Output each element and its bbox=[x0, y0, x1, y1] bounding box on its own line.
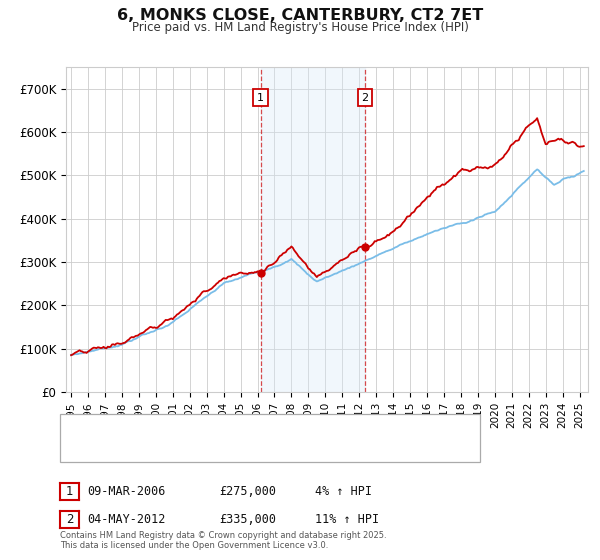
Text: £335,000: £335,000 bbox=[219, 513, 276, 526]
Text: 4% ↑ HPI: 4% ↑ HPI bbox=[315, 485, 372, 498]
Text: 6, MONKS CLOSE, CANTERBURY, CT2 7ET (detached house): 6, MONKS CLOSE, CANTERBURY, CT2 7ET (det… bbox=[99, 423, 409, 433]
Bar bbox=[261, 67, 365, 392]
Text: 2: 2 bbox=[66, 513, 73, 526]
Text: Contains HM Land Registry data © Crown copyright and database right 2025.
This d: Contains HM Land Registry data © Crown c… bbox=[60, 530, 386, 550]
Text: 1: 1 bbox=[257, 92, 264, 102]
Text: 11% ↑ HPI: 11% ↑ HPI bbox=[315, 513, 379, 526]
Text: 04-MAY-2012: 04-MAY-2012 bbox=[87, 513, 166, 526]
Text: 09-MAR-2006: 09-MAR-2006 bbox=[87, 485, 166, 498]
Text: HPI: Average price, detached house, Canterbury: HPI: Average price, detached house, Cant… bbox=[99, 445, 351, 455]
Text: 1: 1 bbox=[66, 485, 73, 498]
Text: £275,000: £275,000 bbox=[219, 485, 276, 498]
Text: Price paid vs. HM Land Registry's House Price Index (HPI): Price paid vs. HM Land Registry's House … bbox=[131, 21, 469, 34]
Text: 6, MONKS CLOSE, CANTERBURY, CT2 7ET: 6, MONKS CLOSE, CANTERBURY, CT2 7ET bbox=[117, 8, 483, 24]
Text: 2: 2 bbox=[361, 92, 368, 102]
